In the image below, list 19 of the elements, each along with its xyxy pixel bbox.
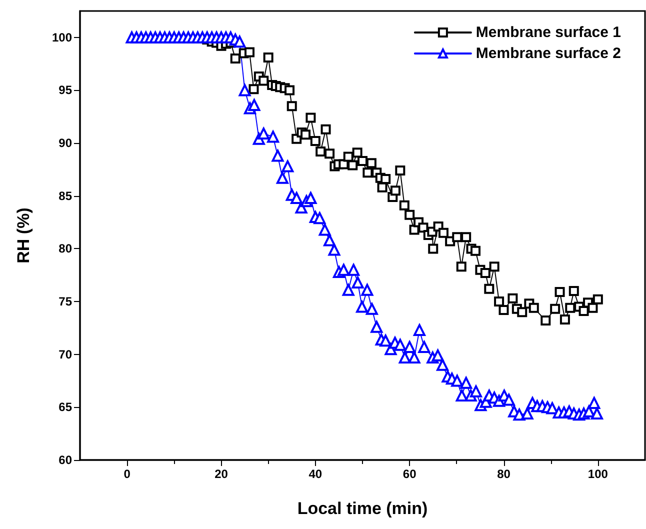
y-tick-label: 80	[58, 242, 72, 256]
y-tick-label: 60	[58, 453, 72, 467]
x-tick-label: 60	[402, 467, 417, 481]
y-tick-label: 70	[58, 347, 72, 362]
y-tick-label: 100	[52, 30, 72, 44]
x-tick-label: 80	[497, 467, 511, 481]
y-tick-label: 65	[58, 400, 72, 414]
legend-label: Membrane surface 2	[476, 45, 622, 62]
legend-label: Membrane surface 1	[476, 24, 622, 41]
x-axis-title: Local time (min)	[297, 499, 428, 518]
x-tick-label: 40	[308, 467, 322, 481]
y-tick-label: 95	[58, 83, 72, 98]
x-tick-label: 0	[124, 467, 131, 481]
y-tick-label: 85	[58, 188, 72, 203]
y-tick-label: 75	[58, 294, 72, 309]
x-tick-label: 100	[588, 467, 608, 481]
y-tick-label: 90	[58, 136, 72, 150]
x-tick-label: 20	[214, 467, 228, 481]
y-axis-title: RH (%)	[14, 208, 33, 264]
